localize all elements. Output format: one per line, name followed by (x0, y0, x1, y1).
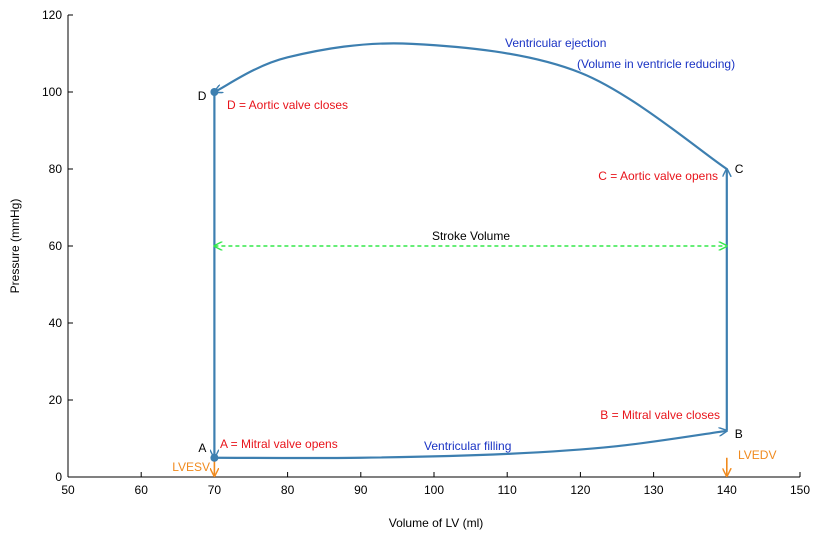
point-label-d: D (198, 89, 207, 103)
x-tick-label: 110 (498, 483, 517, 497)
y-tick-label: 100 (42, 85, 62, 99)
annotation-aortic-opens: C = Aortic valve opens (598, 169, 718, 183)
y-tick-label: 0 (55, 470, 62, 484)
x-tick-label: 150 (790, 483, 810, 497)
y-tick-label: 20 (49, 393, 63, 407)
y-tick-label: 60 (49, 239, 63, 253)
point-label-c: C (735, 162, 744, 176)
x-tick-label: 70 (208, 483, 222, 497)
y-tick-label: 40 (49, 316, 63, 330)
annotation-ventricular-ejection: Ventricular ejection (505, 36, 606, 50)
x-tick-label: 140 (717, 483, 737, 497)
pv-loop (214, 42, 728, 460)
loop-points: A B C D (198, 88, 744, 462)
y-tick-label: 120 (42, 8, 62, 22)
point-label-b: B (735, 427, 743, 441)
x-axis-label: Volume of LV (ml) (389, 516, 483, 530)
x-tick-label: 100 (424, 483, 444, 497)
annotation-aortic-closes: D = Aortic valve closes (227, 98, 348, 112)
point-d (210, 88, 219, 96)
annotations: A = Mitral valve opens B = Mitral valve … (172, 36, 776, 474)
volume-markers (214, 457, 726, 476)
x-tick-label: 90 (354, 483, 368, 497)
annotation-ventricular-filling: Ventricular filling (424, 439, 511, 453)
x-tick-label: 120 (570, 483, 590, 497)
loop-segment-filling (214, 431, 726, 460)
annotation-lvesv: LVESV (172, 460, 210, 474)
annotation-volume-reducing: (Volume in ventricle reducing) (577, 57, 735, 71)
x-tick-label: 80 (281, 483, 295, 497)
point-label-a: A (198, 441, 206, 455)
axes: 50 60 70 80 90 100 110 120 130 140 150 0 20 40 60 80 10… (8, 8, 810, 530)
annotation-stroke-volume: Stroke Volume (432, 229, 510, 243)
annotation-lvedv: LVEDV (738, 448, 776, 462)
x-tick-label: 60 (135, 483, 149, 497)
annotation-mitral-opens: A = Mitral valve opens (220, 437, 338, 451)
y-axis-label: Pressure (mmHg) (8, 199, 22, 294)
point-a (210, 453, 219, 462)
x-tick-label: 50 (61, 483, 75, 497)
annotation-mitral-closes: B = Mitral valve closes (600, 408, 720, 422)
y-tick-label: 80 (49, 162, 63, 176)
x-tick-label: 130 (644, 483, 664, 497)
loop-segment-ejection (214, 42, 728, 170)
